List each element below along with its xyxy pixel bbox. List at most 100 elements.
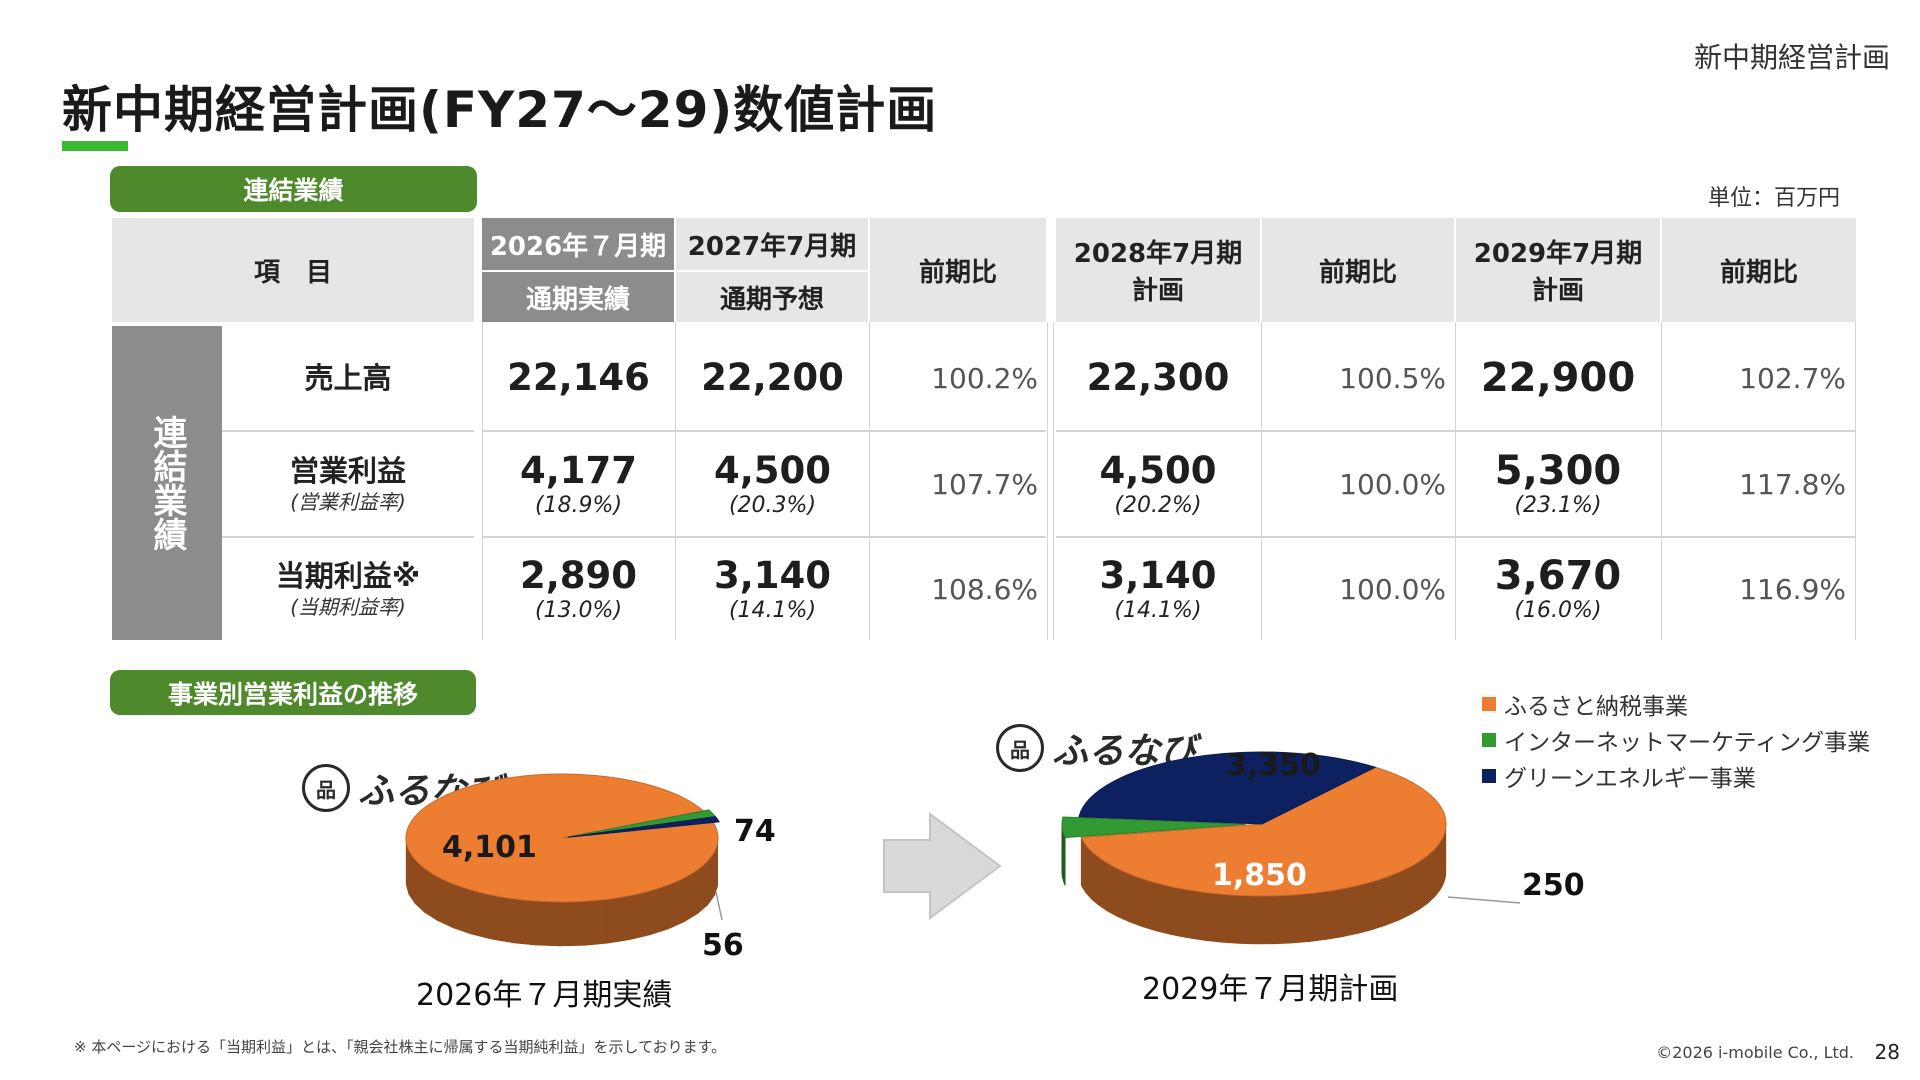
cell-yoy2029-sales: 102.7% — [1662, 326, 1854, 430]
header-yoy-2027: 前期比 — [870, 218, 1046, 322]
col-divider — [675, 322, 676, 640]
margin: (20.3%) — [728, 493, 817, 518]
header-fy2026-sub-label: 通期実績 — [525, 284, 630, 315]
cell-fy2028-sales: 22,300 — [1056, 326, 1260, 430]
pie-side-wall — [1186, 889, 1205, 941]
ratio: 100.0% — [1339, 467, 1446, 501]
pie-side-wall — [1085, 843, 1092, 900]
row-divider — [482, 536, 1046, 538]
header-fy2029-line2: 計画 — [1531, 276, 1584, 306]
cell-fy2028-net: 3,140 (14.1%) — [1056, 538, 1260, 640]
pie-side-wall — [559, 901, 585, 947]
ratio: 100.2% — [931, 361, 1038, 395]
pie-slice-2 — [1078, 751, 1377, 825]
cell-fy2027-sales: 22,200 — [676, 326, 869, 430]
header-yoy-label: 前期比 — [1719, 257, 1798, 288]
margin: (14.1%) — [1114, 598, 1202, 623]
cell-fy2027-op: 4,500 (20.3%) — [676, 432, 869, 536]
margin: (18.9%) — [534, 493, 623, 518]
legend-swatch-orange — [1482, 697, 1496, 711]
margin: (20.2%) — [1114, 493, 1202, 518]
header-fy2027-sub-label: 通期予想 — [719, 284, 824, 315]
pie-side-wall — [1156, 882, 1172, 936]
furunavi-mark-icon: 品 — [996, 724, 1044, 772]
col-divider — [1053, 322, 1054, 640]
col-divider — [1661, 322, 1662, 640]
pie-slice-1 — [1061, 816, 1247, 839]
ratio: 100.5% — [1339, 361, 1446, 395]
ratio: 102.7% — [1739, 361, 1846, 395]
row-divider — [1056, 536, 1856, 538]
pie-slice-2 — [567, 816, 720, 838]
item-sub-label: (営業利益率) — [290, 490, 406, 514]
header-fy2028-line2: 計画 — [1131, 276, 1184, 306]
ratio: 117.8% — [1739, 467, 1846, 501]
cell-yoy2028-op: 100.0% — [1262, 432, 1454, 536]
cell-fy2029-op: 5,300 (23.1%) — [1456, 432, 1660, 536]
value: 22,900 — [1480, 355, 1636, 401]
value: 3,140 — [1099, 554, 1217, 597]
page-number: 28 — [1874, 1040, 1900, 1064]
value: 22,146 — [507, 356, 650, 399]
item-sub-label: (当期利益率) — [290, 595, 406, 619]
row-item-sales: 売上高 — [222, 326, 474, 430]
legend-label: ふるさと納税事業 — [1504, 694, 1688, 720]
results-table: 項 目 2026年７月期 通期実績 2027年7月期 通期予想 前期比 2028… — [112, 218, 1856, 640]
pie-side-wall — [1325, 888, 1343, 940]
legend-swatch-green — [1482, 733, 1496, 747]
pie-side-wall — [470, 889, 492, 940]
pie-side-wall — [1439, 834, 1445, 891]
pie-side-wall — [536, 900, 561, 947]
pie-side-wall — [1409, 860, 1421, 916]
pie-side-wall — [1291, 893, 1310, 944]
value: 4,500 — [1099, 449, 1217, 492]
margin: (23.1%) — [1514, 493, 1602, 518]
header-fy2026-sub: 通期実績 — [482, 272, 674, 322]
pie1-label-green: 56 — [702, 928, 744, 963]
value: 4,177 — [519, 449, 638, 492]
cell-fy2026-sales: 22,146 — [482, 326, 675, 430]
pie2-label-furusato: 3,350 — [1226, 748, 1321, 783]
pie-side-wall — [1203, 891, 1222, 943]
pie-side-wall — [1308, 891, 1327, 942]
header-fy2027-label: 2027年7月期 — [687, 231, 857, 262]
pie-side-wall — [1434, 841, 1441, 898]
cell-yoy2027-sales: 100.2% — [870, 326, 1046, 430]
item-label: 売上高 — [304, 361, 392, 395]
pie-legend: ふるさと納税事業 インターネットマーケティング事業 グリーンエネルギー事業 — [1482, 686, 1870, 794]
pie-side-wall — [1107, 862, 1119, 918]
cell-yoy2029-net: 116.9% — [1662, 538, 1854, 640]
pie-side-wall — [667, 877, 685, 930]
section-label: 新中期経営計画 — [1693, 41, 1890, 74]
cell-yoy2028-net: 100.0% — [1262, 538, 1454, 640]
header-fy2029-line1: 2029年7月期 — [1473, 239, 1643, 269]
row-divider — [222, 430, 474, 432]
pie-side-wall — [684, 869, 698, 923]
pie-side-wall — [583, 898, 608, 946]
pie-side-wall — [1341, 885, 1359, 938]
pie1-label-internet: 74 — [734, 814, 776, 849]
value: 5,300 — [1494, 448, 1622, 494]
pie-side-wall — [1372, 876, 1387, 930]
pie-side-wall — [437, 876, 454, 929]
pie-side-wall — [1098, 856, 1108, 912]
cell-yoy2027-net: 108.6% — [870, 538, 1046, 640]
pie-side-wall — [513, 898, 537, 946]
pie-side-wall — [1129, 873, 1143, 928]
header-fy2028: 2028年7月期 計画 — [1056, 218, 1260, 322]
item-label: 当期利益※ — [275, 559, 421, 593]
header-fy2028-line1: 2028年7月期 — [1073, 239, 1243, 269]
pie-side-wall — [1419, 854, 1429, 910]
cell-fy2026-net: 2,890 (13.0%) — [482, 538, 675, 640]
value: 3,670 — [1494, 553, 1622, 599]
cell-yoy2029-op: 117.8% — [1662, 432, 1854, 536]
margin: (14.1%) — [728, 598, 817, 623]
cell-fy2029-sales: 22,900 — [1456, 326, 1660, 430]
side-label-text: 連結業績 — [147, 415, 187, 551]
cell-fy2026-op: 4,177 (18.9%) — [482, 432, 675, 536]
header-yoy-label: 前期比 — [918, 257, 997, 288]
segment-section-pill: 事業別営業利益の推移 — [110, 670, 476, 715]
ratio: 100.0% — [1339, 572, 1446, 606]
pie-side-wall — [1090, 850, 1099, 906]
